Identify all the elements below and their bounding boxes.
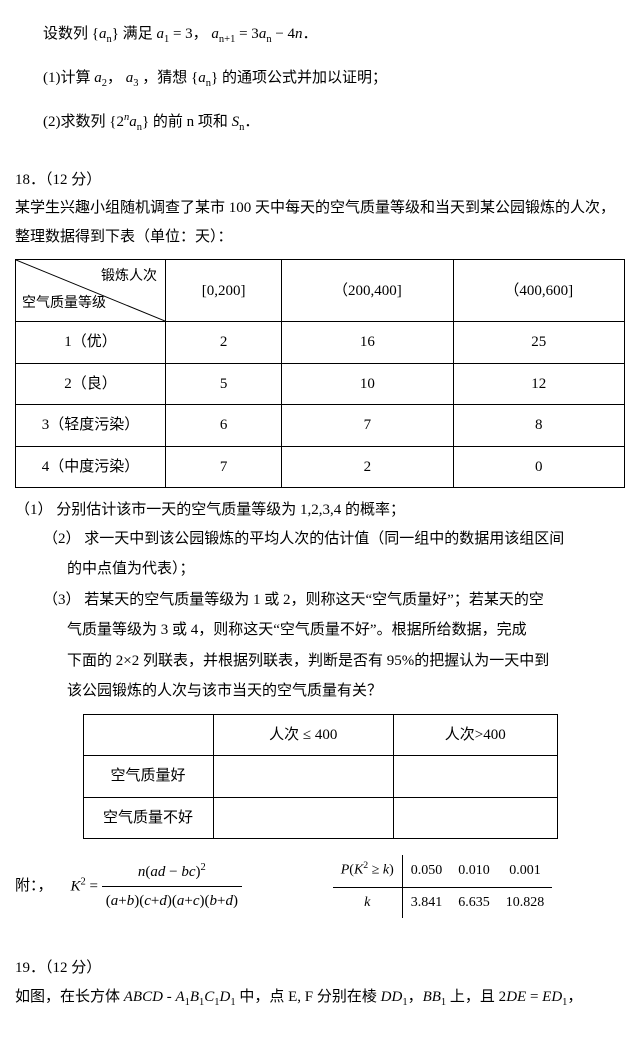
q18-q1: （1） 分别估计该市一天的空气质量等级为 1,2,3,4 的概率； [15,496,625,525]
blank-cell [83,714,213,756]
q18-formula-row: 附：， K2 = n(ad − bc)2 (a+b)(c+d)(a+c)(b+d… [15,847,625,926]
col-h: （200,400] [282,260,453,322]
col-h: [0,200] [166,260,282,322]
q18-q3b: 气质量等级为 3 或 4，则称这天“空气质量不好”。根据所给数据，完成 [15,616,625,645]
q17-seq2: {an} [191,70,218,86]
cell: 2 [282,446,453,488]
q18-q2: （2） 求一天中到该公园锻炼的平均人次的估计值（同一组中的数据用该组区间 的中点… [15,525,625,584]
q17-a3: a3 [126,70,139,86]
k-kv: 6.635 [450,887,498,918]
q18-fu: 附：， [15,872,53,901]
k-kv: 10.828 [498,887,553,918]
row-label: 3（轻度污染） [16,405,166,447]
q19: 19．（12 分） 如图，在长方体 ABCD - A1B1C1D1 中，点 E,… [15,954,625,1012]
q18-q3: （3） 若某天的空气质量等级为 1 或 2，则称这天“空气质量好”；若某天的空 … [15,586,625,706]
q18-q3d: 该公园锻炼的人次与该市当天的空气质量有关？ [15,677,625,706]
table-row: 空气质量好 [83,756,557,798]
q17-p2a: (2)求数列 [43,114,106,130]
q18-num: 18．（12 分） [15,166,625,195]
table-row: P(K2 ≥ k) 0.050 0.010 0.001 [333,855,553,887]
table-row: k 3.841 6.635 10.828 [333,887,553,918]
table-row: 空气质量不好 [83,797,557,839]
k-kv: 3.841 [402,887,450,918]
k-pv: 0.001 [498,855,553,887]
col-h: 人次>400 [393,714,557,756]
cell: 5 [166,363,282,405]
q17-eq1: a1 = 3 [156,26,192,42]
k-pv: 0.050 [402,855,450,887]
q18-table2: 人次 ≤ 400 人次>400 空气质量好 空气质量不好 [83,714,558,840]
q17-intro-a: 设数列 [43,26,88,42]
q17-p1b: ，猜想 [142,70,187,86]
cell: 25 [453,322,624,364]
q17: 设数列 {an} 满足 a1 = 3， an+1 = 3an − 4n． (1)… [15,20,625,138]
q18-q2a: （2） 求一天中到该公园锻炼的平均人次的估计值（同一组中的数据用该组区间 [15,525,625,554]
cell: 2 [166,322,282,364]
q18-intro: 某学生兴趣小组随机调查了某市 100 天中每天的空气质量等级和当天到某公园锻炼的… [15,194,625,251]
cell: 7 [166,446,282,488]
q17-p1a: (1)计算 [43,70,91,86]
q17-p1: (1)计算 a2， a3 ，猜想 {an} 的通项公式并加以证明； [15,64,625,94]
k-h2: k [333,887,403,918]
cell: 12 [453,363,624,405]
row-label: 2（良） [16,363,166,405]
q18-q3c: 下面的 2×2 列联表，并根据列联表，判断是否有 95%的把握认为一天中到 [15,647,625,676]
q17-eq2: an+1 = 3an − 4n [211,26,302,42]
table-row: 3（轻度污染） 6 7 8 [16,405,625,447]
q17-intro: 设数列 {an} 满足 a1 = 3， an+1 = 3an − 4n． [15,20,625,50]
diag-top: 锻炼人次 [101,264,157,291]
cell: 6 [166,405,282,447]
cell: 7 [282,405,453,447]
q18: 18．（12 分） 某学生兴趣小组随机调查了某市 100 天中每天的空气质量等级… [15,166,625,926]
q19-num: 19．（12 分） [15,954,625,983]
diag-cell: 锻炼人次 空气质量等级 [16,260,166,322]
k2-formula: K2 = n(ad − bc)2 (a+b)(c+d)(a+c)(b+d) [71,858,242,916]
q17-p2: (2)求数列 {2nan} 的前 n 项和 Sn． [15,108,625,138]
blank-cell [213,797,393,839]
table-row: 人次 ≤ 400 人次>400 [83,714,557,756]
q17-sn: Sn [232,114,245,130]
row-label: 4（中度污染） [16,446,166,488]
q18-table1: 锻炼人次 空气质量等级 [0,200] （200,400] （400,600] … [15,259,625,488]
cell: 16 [282,322,453,364]
q17-intro-b: 满足 [123,26,153,42]
q17-p2b: 的前 n 项和 [153,114,228,130]
q19-intro: 如图，在长方体 ABCD - A1B1C1D1 中，点 E, F 分别在棱 DD… [15,983,625,1013]
diag-bot: 空气质量等级 [22,291,106,318]
fraction: n(ad − bc)2 (a+b)(c+d)(a+c)(b+d) [102,858,242,916]
k-pv: 0.010 [450,855,498,887]
table-row: 1（优） 2 16 25 [16,322,625,364]
row-label: 空气质量不好 [83,797,213,839]
table-row: 4（中度污染） 7 2 0 [16,446,625,488]
cell: 10 [282,363,453,405]
blank-cell [393,797,557,839]
col-h: 人次 ≤ 400 [213,714,393,756]
row-label: 1（优） [16,322,166,364]
q17-p1c: 的通项公式并加以证明； [222,70,387,86]
q18-q2b: 的中点值为代表）； [15,555,625,584]
col-h: （400,600] [453,260,624,322]
blank-cell [393,756,557,798]
blank-cell [213,756,393,798]
row-label: 空气质量好 [83,756,213,798]
table-row: 锻炼人次 空气质量等级 [0,200] （200,400] （400,600] [16,260,625,322]
q17-seq1: {an} [92,26,119,42]
table-row: 2（良） 5 10 12 [16,363,625,405]
q18-q3a: （3） 若某天的空气质量等级为 1 或 2，则称这天“空气质量好”；若某天的空 [15,586,625,615]
cell: 0 [453,446,624,488]
q17-a2: a2 [94,70,107,86]
cell: 8 [453,405,624,447]
k-table: P(K2 ≥ k) 0.050 0.010 0.001 k 3.841 6.63… [333,855,553,918]
k-h1: P(K2 ≥ k) [333,855,403,887]
q17-seq3: {2nan} [109,114,149,130]
